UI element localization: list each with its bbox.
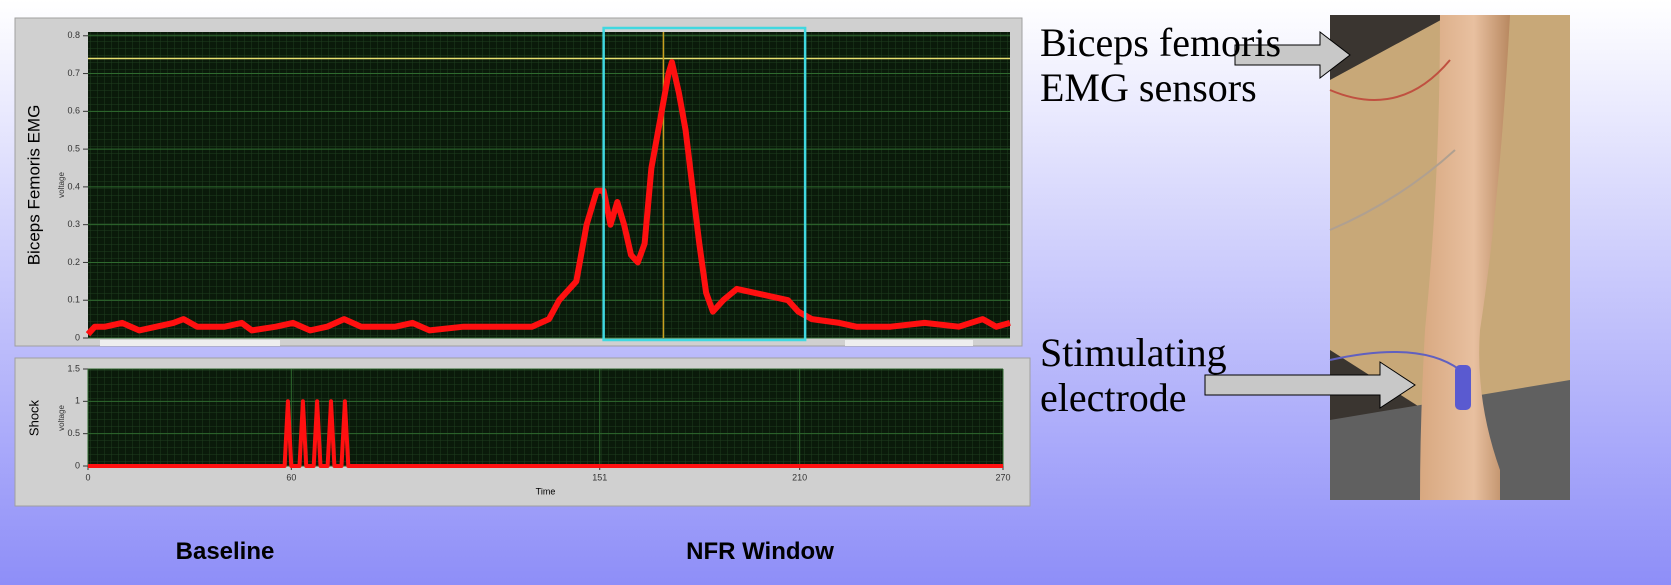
slide: 0 0.1 0.2 0.3 0.4 0.5 0.6 0.7 0.8 Biceps Femoris … xyxy=(0,0,1671,585)
y-tick-label: 0.8 xyxy=(67,30,80,40)
y-tick-label: 0.5 xyxy=(67,143,80,153)
caption: Baseline xyxy=(75,538,375,566)
plot-area xyxy=(88,32,1010,338)
y-tick-label: 0.1 xyxy=(67,295,80,305)
annotation: Biceps femoris EMG sensors xyxy=(1040,20,1310,110)
x-axis-label: Time xyxy=(536,486,556,496)
y-tick-label: 0.4 xyxy=(67,181,80,191)
x-tick-label: 60 xyxy=(286,472,296,482)
x-tick-label: 270 xyxy=(995,472,1010,482)
y-tick-label: 1 xyxy=(75,396,80,406)
y-tick-label: 0.3 xyxy=(67,219,80,229)
y-tick-label: 0.2 xyxy=(67,257,80,267)
y-tick-label: 0.6 xyxy=(67,106,80,116)
y-axis-unit: voltage xyxy=(57,172,66,198)
y-tick-label: 0.5 xyxy=(67,428,80,438)
y-tick-label: 0 xyxy=(75,332,80,342)
x-tick-label: 151 xyxy=(592,472,607,482)
x-tick-label: 210 xyxy=(792,472,807,482)
x-tick-label: 0 xyxy=(85,472,90,482)
leg-photo xyxy=(1330,15,1570,500)
y-tick-label: 0 xyxy=(75,460,80,470)
y-axis-unit: voltage xyxy=(57,405,66,431)
annotation: Stimulating electrode xyxy=(1040,330,1270,420)
y-axis-label: Biceps Femoris EMG xyxy=(24,105,43,266)
scrollbar xyxy=(845,340,973,346)
y-axis-label: Shock xyxy=(26,399,41,436)
y-tick-label: 0.7 xyxy=(67,68,80,78)
plot-area xyxy=(88,369,1003,466)
scrollbar xyxy=(100,340,280,346)
caption: NFR Window xyxy=(610,538,910,566)
y-tick-label: 1.5 xyxy=(67,363,80,373)
slide-canvas: 0 0.1 0.2 0.3 0.4 0.5 0.6 0.7 0.8 Biceps Femoris … xyxy=(0,0,1671,585)
